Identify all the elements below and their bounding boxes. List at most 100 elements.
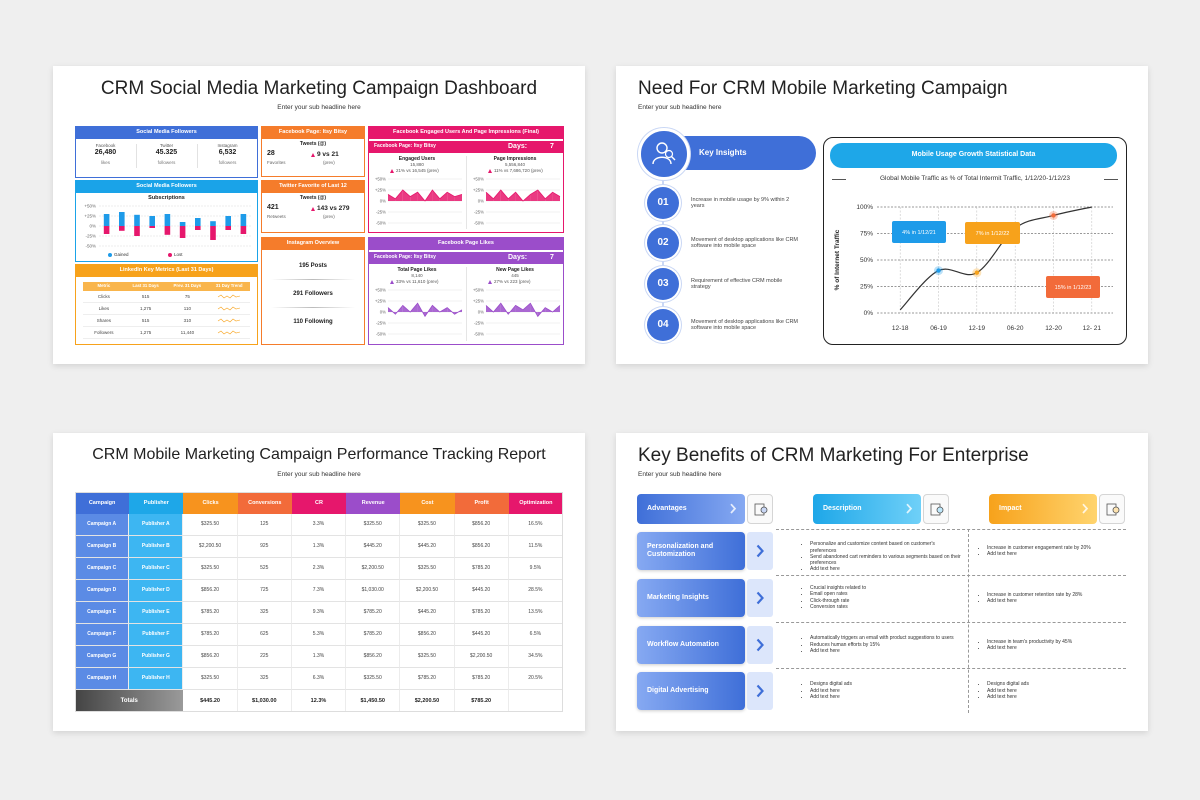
table-cell: Publisher F [129,624,184,646]
row-line [83,326,250,327]
bullet-item: Add text here [987,645,1126,651]
area-segment [439,192,448,201]
table-cell: Campaign F [75,624,130,646]
y-tick-label: 75% [860,231,873,238]
total-cell: $1,450.50 [346,690,401,712]
slide-title: Need For CRM Mobile Marketing Campaign [638,77,1008,99]
metric-value: 421 [267,204,279,212]
bar [225,216,231,226]
separator [197,144,198,168]
table-cell: $325.50 [400,514,455,536]
chart-change: 21% vs 16,545 (prev) [396,167,439,173]
x-tick-label: 06-19 [930,325,947,332]
table-cell: $325.50 [346,514,401,536]
table-header: 31 Day Trend [208,282,250,291]
table-cell: Followers [94,329,114,335]
table-cell: 75 [184,293,190,299]
column-header: Clicks [183,492,238,514]
header-pill: Advantages [637,494,745,524]
bullet-item: Add text here [987,694,1126,700]
follower-count: 45.325 [155,149,178,157]
legend-label: Lost [174,252,183,258]
table-cell: 5.3% [291,624,347,646]
total-cell: 12.3% [292,690,347,712]
instagram-stat: 195 Posts [298,262,328,269]
table-cell: Publisher E [129,602,184,624]
sub-header [368,141,564,153]
bar [240,226,247,234]
total-cell: $785.20 [455,690,509,712]
mobile-slide: Need For CRM Mobile Marketing Campaign En… [616,66,1148,364]
bullet-list-box: Automatically triggers an email with pro… [801,635,961,654]
column-divider [968,529,969,713]
bullet-item: Add text here [810,566,961,572]
table-cell: $785.20 [454,558,509,580]
icon-handle [671,156,676,161]
bar [179,222,186,226]
column-header: Campaign [75,492,130,514]
icon-part [760,506,768,514]
platform-name: Facebook [95,142,116,148]
separator [271,307,355,308]
table-header: Prev. 31 Days [166,282,209,291]
table-cell: $785.20 [346,602,401,624]
bullet-item: Increase in team's productivity by 45% [987,639,1126,645]
table-cell: 310 [183,317,192,323]
area-segment [508,305,516,315]
bullet-list-box: Designs digital adsAdd text hereAdd text… [801,681,961,700]
y-tick-label: +50% [84,204,96,209]
days-label: Days: [508,142,528,150]
chart-title: Subscriptions [148,194,185,201]
row-divider [776,622,1126,623]
sparkline [218,318,241,323]
y-tick-label: -50% [85,244,96,249]
bar [149,226,155,228]
slide-subtitle: Enter your sub headline here [277,471,361,479]
column-header: Publisher [129,492,184,514]
y-tick-label: 0% [380,199,386,204]
bar [103,214,110,226]
icon-part [1112,506,1120,514]
area-segment [388,194,396,201]
panel-header: Facebook Page Likes [368,237,564,250]
title-rule [832,179,846,180]
panel-header: LinkedIn Key Metrics (Last 31 Days) [75,264,258,277]
table-cell: 1,275 [139,329,152,335]
area-segment [402,190,411,201]
area-segment [447,192,455,201]
metric-label: Tweets (@) [299,141,327,148]
report-slide: CRM Mobile Marketing Campaign Performanc… [53,433,585,731]
y-tick-label: +50% [473,177,484,182]
table-cell: 325 [237,668,292,690]
bar [119,212,125,226]
up-triangle [390,279,394,284]
bar [134,214,140,226]
chevron [730,503,737,514]
up-triangle [311,206,315,211]
x-tick-label: 12-19 [969,325,986,332]
insight-text: Movement of desktop applications like CR… [691,318,798,331]
table-cell: $2,200.50 [454,646,509,668]
row-line [83,314,250,315]
y-tick-label: 50% [860,257,873,264]
bar [103,226,110,234]
table-cell: 3.3% [291,514,347,536]
bullet-list: Increase in customer engagement rate by … [978,545,1126,557]
y-tick-label: -50% [474,332,484,337]
table-cell: $445.20 [454,580,509,602]
bullet-item: Designs digital ads [987,681,1126,687]
y-tick-label: 0% [380,310,386,315]
bar [119,226,125,231]
y-tick-label: -25% [474,210,484,215]
bullet-list: Increase in team's productivity by 45%Ad… [978,639,1126,651]
bar [179,226,186,238]
annotation-text: 4% in 1/12/21 [902,230,936,236]
table-cell: $325.50 [400,558,455,580]
area-segment [530,303,538,317]
days-value: 7 [550,142,554,150]
sparkline [218,330,241,335]
bullet-item: Email open rates [810,591,961,597]
area-chart: +50% +25% 0% -25% -50% [473,288,561,337]
slide-subtitle: Enter your sub headline here [638,471,722,479]
chevron [756,638,764,652]
